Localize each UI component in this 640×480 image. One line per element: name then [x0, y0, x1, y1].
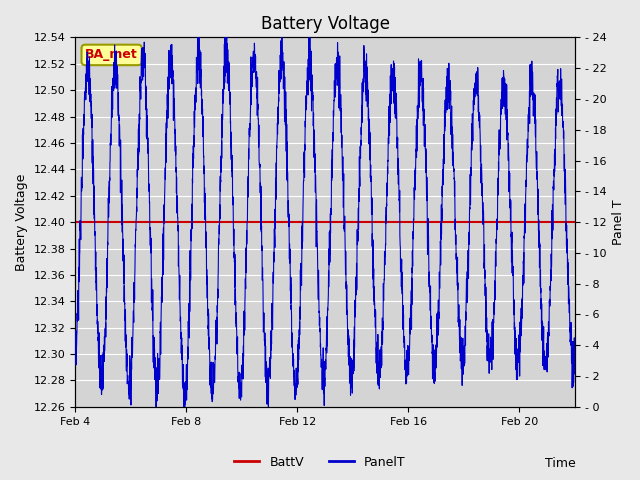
Y-axis label: Battery Voltage: Battery Voltage: [15, 173, 28, 271]
Legend: BattV, PanelT: BattV, PanelT: [229, 451, 411, 474]
Text: BA_met: BA_met: [85, 48, 138, 61]
Y-axis label: Panel T: Panel T: [612, 199, 625, 245]
Text: Time: Time: [545, 457, 576, 470]
Title: Battery Voltage: Battery Voltage: [260, 15, 390, 33]
